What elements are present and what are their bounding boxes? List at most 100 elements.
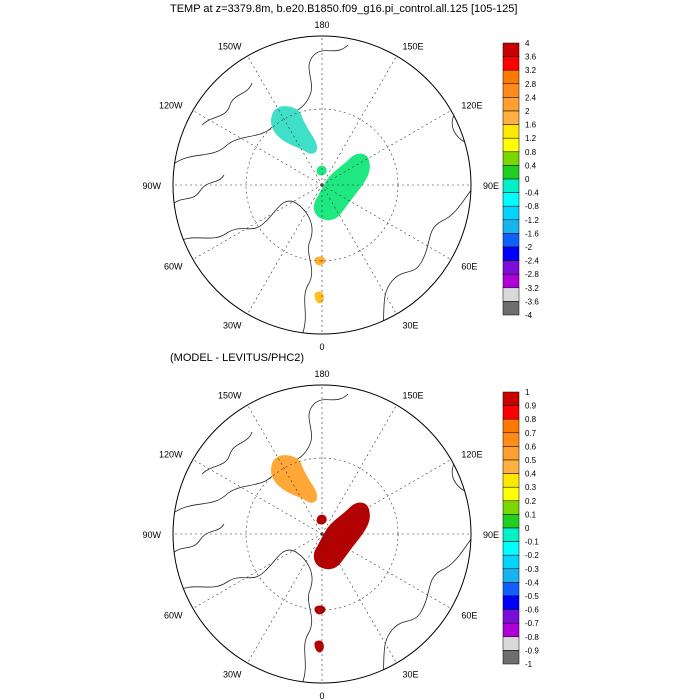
longitude-label: 90E bbox=[483, 181, 499, 191]
colorbar-tick-label: 0.3 bbox=[525, 483, 537, 492]
canada-basin-blob bbox=[271, 106, 317, 154]
longitude-label: 180 bbox=[314, 20, 329, 30]
longitude-label: 150W bbox=[218, 391, 242, 401]
top-plot-title: TEMP at z=3379.8m, b.e20.B1850.f09_g16.p… bbox=[170, 3, 518, 15]
colorbar-tick-label: -0.9 bbox=[525, 646, 539, 655]
colorbar-tick-label: 3.2 bbox=[525, 66, 537, 75]
longitude-label: 120E bbox=[461, 450, 482, 460]
longitude-label: 90W bbox=[142, 530, 161, 540]
colorbar-tick-label: -0.4 bbox=[525, 189, 539, 198]
longitude-label: 30W bbox=[223, 669, 242, 679]
colorbar-swatch bbox=[502, 541, 520, 556]
colorbar-swatch bbox=[502, 418, 520, 434]
colorbar-tick-label: 0.5 bbox=[525, 456, 537, 465]
colorbar-tick-label: -0.8 bbox=[525, 633, 539, 642]
colorbar-swatch bbox=[502, 69, 520, 85]
coastline-6 bbox=[173, 174, 225, 206]
longitude-label: 30W bbox=[223, 320, 242, 330]
colorbar-tick-label: 0.8 bbox=[525, 148, 537, 157]
colorbar-swatch bbox=[502, 446, 520, 461]
colorbar-swatch bbox=[502, 554, 520, 570]
greenland-sea-blob bbox=[314, 640, 324, 653]
map-boundary bbox=[172, 35, 472, 335]
colorbar-tick-label: 0.8 bbox=[525, 415, 537, 424]
colorbar-tick-label: 1 bbox=[525, 388, 530, 397]
coastline-1 bbox=[173, 44, 349, 166]
bottom-polar-map: 180 150E 120E 90E 60E 30E 0 30W 60W 90W 120W 150W bbox=[142, 369, 499, 700]
map-boundary bbox=[172, 384, 472, 684]
colorbar-swatch bbox=[502, 165, 520, 180]
colorbar-swatch bbox=[502, 56, 520, 71]
coastline-5 bbox=[201, 82, 253, 126]
colorbar-swatch bbox=[502, 287, 520, 302]
colorbar-swatch bbox=[502, 233, 520, 248]
colorbar-tick-label: -3.6 bbox=[525, 297, 539, 306]
colorbar-swatch bbox=[502, 391, 520, 406]
canada-basin-blob bbox=[271, 455, 317, 503]
colorbar-tick-label: -2.4 bbox=[525, 257, 539, 266]
longitude-label: 150W bbox=[218, 42, 242, 52]
colorbar-swatch bbox=[502, 473, 520, 488]
colorbar-tick-label: 0 bbox=[525, 175, 530, 184]
colorbar-tick-label: 2.8 bbox=[525, 80, 537, 89]
colorbar-tick-label: -3.2 bbox=[525, 284, 539, 293]
colorbar-swatch bbox=[502, 124, 520, 139]
meridian-line bbox=[192, 533, 323, 609]
top-polar-map: 180 150E 120E 90E 60E 30E 0 30W 60W 90W 120W 150W bbox=[142, 20, 499, 352]
colorbar-swatch bbox=[502, 219, 520, 234]
longitude-label: 60E bbox=[461, 262, 477, 272]
colorbar-swatch bbox=[502, 97, 520, 112]
colorbar-swatch bbox=[502, 459, 520, 474]
colorbar-tick-label: -0.7 bbox=[525, 619, 539, 628]
colorbar-tick-label: -0.3 bbox=[525, 565, 539, 574]
longitude-label: 120W bbox=[159, 450, 183, 460]
colorbar-swatch bbox=[502, 110, 520, 125]
colorbar-swatch bbox=[502, 260, 520, 275]
colorbar-swatch bbox=[502, 622, 520, 638]
colorbar-tick-label: 0.7 bbox=[525, 429, 537, 438]
coastline-1 bbox=[173, 393, 349, 515]
coastline-3 bbox=[381, 537, 471, 683]
colorbar-tick-label: 4 bbox=[525, 39, 530, 48]
colorbar-tick-label: 0.6 bbox=[525, 442, 537, 451]
colorbar-tick-label: -0.5 bbox=[525, 592, 539, 601]
colorbar-swatch bbox=[502, 405, 520, 420]
eurasian-basin-blob bbox=[313, 153, 370, 221]
colorbar-swatch bbox=[502, 595, 520, 610]
coastline-5 bbox=[201, 431, 253, 475]
coastline-3 bbox=[381, 188, 471, 334]
colorbar-tick-label: 0.2 bbox=[525, 497, 537, 506]
longitude-label: 0 bbox=[319, 691, 324, 700]
meridian-line bbox=[192, 184, 323, 260]
coastline-2 bbox=[173, 549, 313, 683]
longitude-label: 0 bbox=[319, 342, 324, 352]
top-colorbar: 4 3.6 3.2 2.8 2.4 2 1.6 1.2 0.8 0.4 0 -0.4 -0.8 -1.2 -… bbox=[502, 39, 539, 320]
longitude-label: 90E bbox=[483, 530, 499, 540]
colorbar-swatch bbox=[502, 178, 520, 193]
colorbar-tick-label: 1.2 bbox=[525, 134, 537, 143]
colorbar-tick-label: 0.4 bbox=[525, 470, 537, 479]
colorbar-swatch bbox=[502, 42, 520, 57]
colorbar-tick-label: 1.6 bbox=[525, 121, 537, 130]
colorbar-swatch bbox=[502, 205, 520, 221]
longitude-label: 60W bbox=[164, 611, 183, 621]
longitude-label: 150E bbox=[403, 42, 424, 52]
colorbar-swatch bbox=[502, 83, 520, 98]
bottom-colorbar: 1 0.9 0.8 0.7 0.6 0.5 0.4 0.3 0.2 0.1 0 -0.1 -0.2 -0.… bbox=[502, 388, 539, 669]
colorbar-swatch bbox=[502, 636, 520, 651]
colorbar-tick-label: 0.1 bbox=[525, 510, 537, 519]
colorbar-swatch bbox=[502, 582, 520, 597]
longitude-label: 60W bbox=[164, 262, 183, 272]
meridian-line bbox=[247, 184, 323, 315]
colorbar-tick-label: -2 bbox=[525, 243, 533, 252]
colorbar-tick-label: -1.2 bbox=[525, 216, 539, 225]
colorbar-tick-label: -0.2 bbox=[525, 551, 539, 560]
eurasian-basin-blob bbox=[313, 502, 370, 570]
longitude-label: 120E bbox=[461, 101, 482, 111]
colorbar-swatch bbox=[502, 151, 520, 166]
longitude-label: 150E bbox=[403, 391, 424, 401]
longitude-label: 60E bbox=[461, 611, 477, 621]
colorbar-swatch bbox=[502, 527, 520, 542]
longitude-label: 90W bbox=[142, 181, 161, 191]
